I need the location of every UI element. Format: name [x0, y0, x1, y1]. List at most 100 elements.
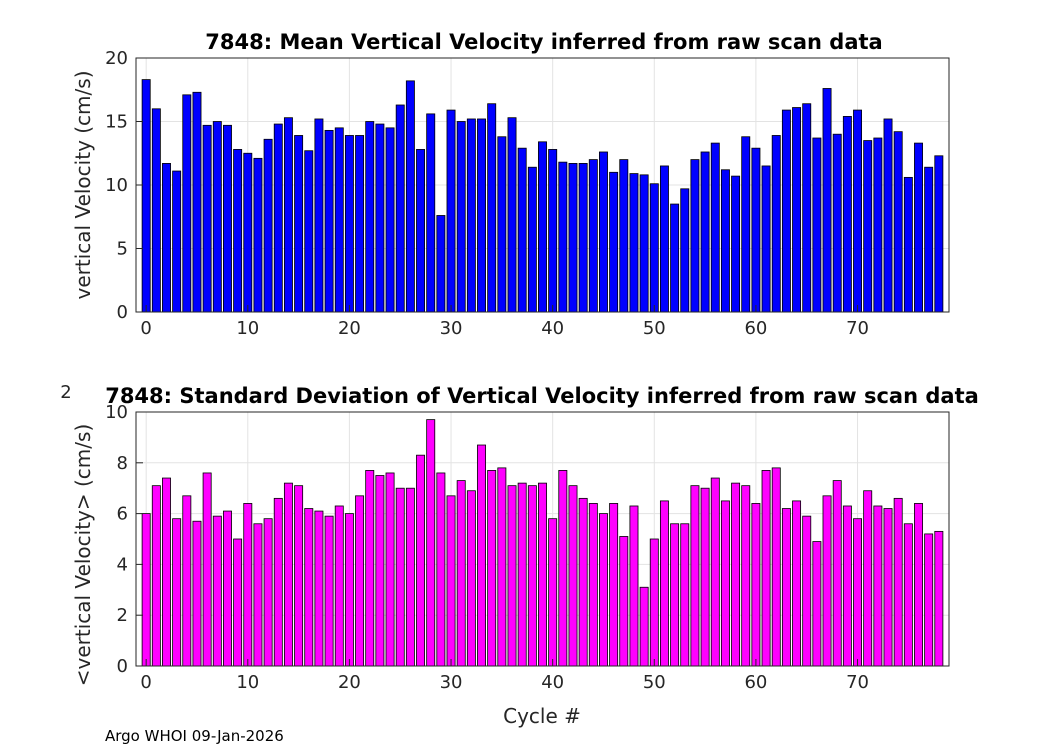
- bar: [334, 127, 344, 313]
- bar: [497, 467, 507, 667]
- bar: [659, 165, 669, 313]
- bar: [212, 515, 222, 667]
- bar: [273, 497, 283, 667]
- bar: [558, 161, 568, 313]
- x-tick-label: 40: [541, 672, 564, 693]
- bar: [599, 151, 608, 313]
- bar: [720, 500, 730, 667]
- x-tick-label: 30: [440, 318, 463, 339]
- tick-labels: 0 10 20 30 40 50 60 70 0 2 4 6 8 10: [105, 402, 869, 693]
- axes-box: [135, 411, 950, 667]
- y-tick-label: 20: [105, 48, 128, 69]
- x-tick-label: 60: [744, 318, 767, 339]
- bar: [263, 138, 273, 313]
- bar: [385, 472, 395, 667]
- bar: [609, 171, 619, 313]
- y-tick-label: 0: [117, 656, 128, 677]
- bar: [395, 487, 405, 667]
- bar: [182, 94, 192, 313]
- bar: [649, 538, 659, 667]
- bar: [151, 485, 161, 667]
- bar: [355, 135, 365, 313]
- bar: [751, 503, 761, 667]
- bar: [172, 518, 182, 667]
- bar: [853, 109, 862, 313]
- bar: [416, 454, 426, 667]
- x-tick-label: 10: [236, 672, 259, 693]
- bar: [222, 124, 232, 313]
- bar: [690, 159, 700, 313]
- bar: [883, 508, 893, 667]
- bar: [212, 121, 222, 313]
- bar: [365, 121, 375, 313]
- bar-series: [141, 419, 944, 667]
- bar: [222, 510, 232, 667]
- bar: [558, 470, 568, 667]
- bar: [172, 170, 182, 313]
- bar: [182, 495, 192, 667]
- bar: [883, 118, 893, 313]
- bar: [334, 505, 344, 667]
- bar: [314, 510, 324, 667]
- bar: [792, 500, 802, 667]
- bar: [812, 137, 822, 313]
- bar: [863, 140, 873, 313]
- bar: [903, 523, 913, 667]
- bar: [914, 503, 923, 667]
- bar: [405, 80, 415, 313]
- bar: [233, 538, 243, 667]
- x-tick-label: 70: [846, 318, 869, 339]
- bar: [893, 131, 903, 313]
- bar: [934, 530, 944, 667]
- x-tick-label: 40: [541, 318, 564, 339]
- y-tick-label: 6: [117, 504, 128, 525]
- bar: [771, 467, 781, 667]
- bar: [578, 163, 588, 313]
- bar: [924, 533, 934, 667]
- bar: [619, 536, 629, 667]
- bar: [162, 163, 171, 313]
- bar: [690, 485, 700, 667]
- bar: [426, 419, 436, 667]
- x-tick-label: 30: [440, 672, 463, 693]
- bar: [436, 472, 446, 667]
- bar: [538, 141, 547, 313]
- bar: [294, 485, 304, 667]
- bar: [771, 135, 781, 313]
- bar: [832, 133, 842, 313]
- bar-series: [141, 79, 944, 313]
- bar: [324, 515, 334, 667]
- bar: [466, 118, 476, 313]
- bar: [914, 142, 923, 313]
- bar: [639, 586, 649, 667]
- bar: [517, 147, 527, 313]
- x-tick-label: 20: [338, 318, 361, 339]
- x-tick-label: 70: [846, 672, 869, 693]
- bar: [426, 113, 436, 313]
- bar: [294, 135, 304, 313]
- bar: [202, 124, 212, 313]
- bar: [446, 495, 456, 667]
- bar: [548, 518, 558, 667]
- y-tick-label: 8: [117, 453, 128, 474]
- bar: [151, 108, 161, 313]
- bar: [680, 188, 690, 313]
- x-tick-label: 20: [338, 672, 361, 693]
- bar: [670, 203, 680, 313]
- bar: [548, 149, 558, 313]
- bar: [456, 121, 466, 313]
- bar: [659, 500, 669, 667]
- bar: [609, 503, 619, 667]
- y-axis-label: <vertical Velocity> (cm/s): [71, 424, 95, 687]
- bar: [781, 508, 791, 667]
- stddev-velocity-chart: 7848: Standard Deviation of Vertical Vel…: [60, 382, 979, 728]
- bar: [202, 472, 212, 667]
- bar: [588, 159, 598, 313]
- footer-credit: Argo WHOI 09-Jan-2026: [105, 727, 284, 745]
- bar: [710, 142, 720, 313]
- tick-labels: 0 10 20 30 40 50 60 70 0 5 10 15 20: [105, 48, 869, 339]
- bar: [741, 136, 751, 313]
- bar: [873, 505, 883, 667]
- x-axis-label: Cycle #: [503, 704, 581, 728]
